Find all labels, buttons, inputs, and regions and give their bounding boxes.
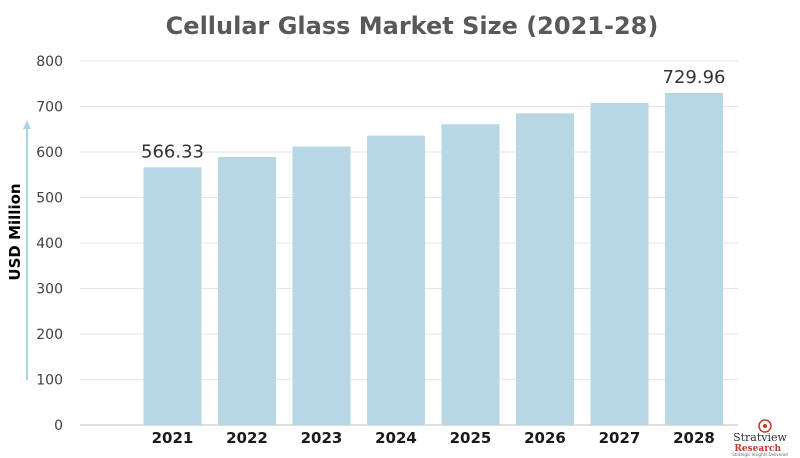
bar-2025 [441,124,500,426]
bars [143,92,723,426]
chart-title: Cellular Glass Market Size (2021-28) [166,12,659,40]
y-tick-label: 400 [36,236,63,252]
bar-2027 [590,102,649,426]
x-tick-label: 2025 [450,429,492,447]
y-tick-label: 200 [36,327,63,343]
data-label: 729.96 [663,67,726,88]
x-tick-label: 2021 [152,429,194,447]
y-axis-label: USD Million [6,183,24,280]
y-tick-label: 800 [36,54,63,70]
y-tick-label: 0 [54,418,63,434]
y-tick-label: 600 [36,145,63,161]
logo-sub: Research [734,444,781,454]
bar-2028 [665,92,723,426]
y-tick-label: 500 [36,191,63,207]
x-tick-label: 2027 [599,429,641,447]
x-axis-ticks: 2021 2022 2023 2024 2025 2026 2027 2028 [152,429,715,447]
y-tick-label: 700 [36,100,63,116]
data-labels: 566.33 729.96 [141,67,725,162]
data-label: 566.33 [141,141,204,162]
x-tick-label: 2023 [301,429,343,447]
y-axis-arrow [23,120,31,380]
logo-name: Stratview [733,431,787,444]
logo-tagline: Strategic Insights Delivered [732,452,788,457]
bar-2021 [143,167,202,425]
bar-2024 [367,135,425,425]
bar-2026 [516,113,574,425]
bar-2023 [292,146,351,426]
x-tick-label: 2028 [673,429,715,447]
bar-2022 [218,157,276,425]
y-tick-label: 100 [36,373,63,389]
y-axis-ticks: 0 100 200 300 400 500 600 700 800 [36,54,63,434]
x-tick-label: 2024 [375,429,417,447]
stratview-logo: Stratview Research Strategic Insights De… [732,419,788,457]
x-tick-label: 2026 [524,429,566,447]
x-tick-label: 2022 [226,429,268,447]
y-tick-label: 300 [36,282,63,298]
target-icon [758,419,772,433]
